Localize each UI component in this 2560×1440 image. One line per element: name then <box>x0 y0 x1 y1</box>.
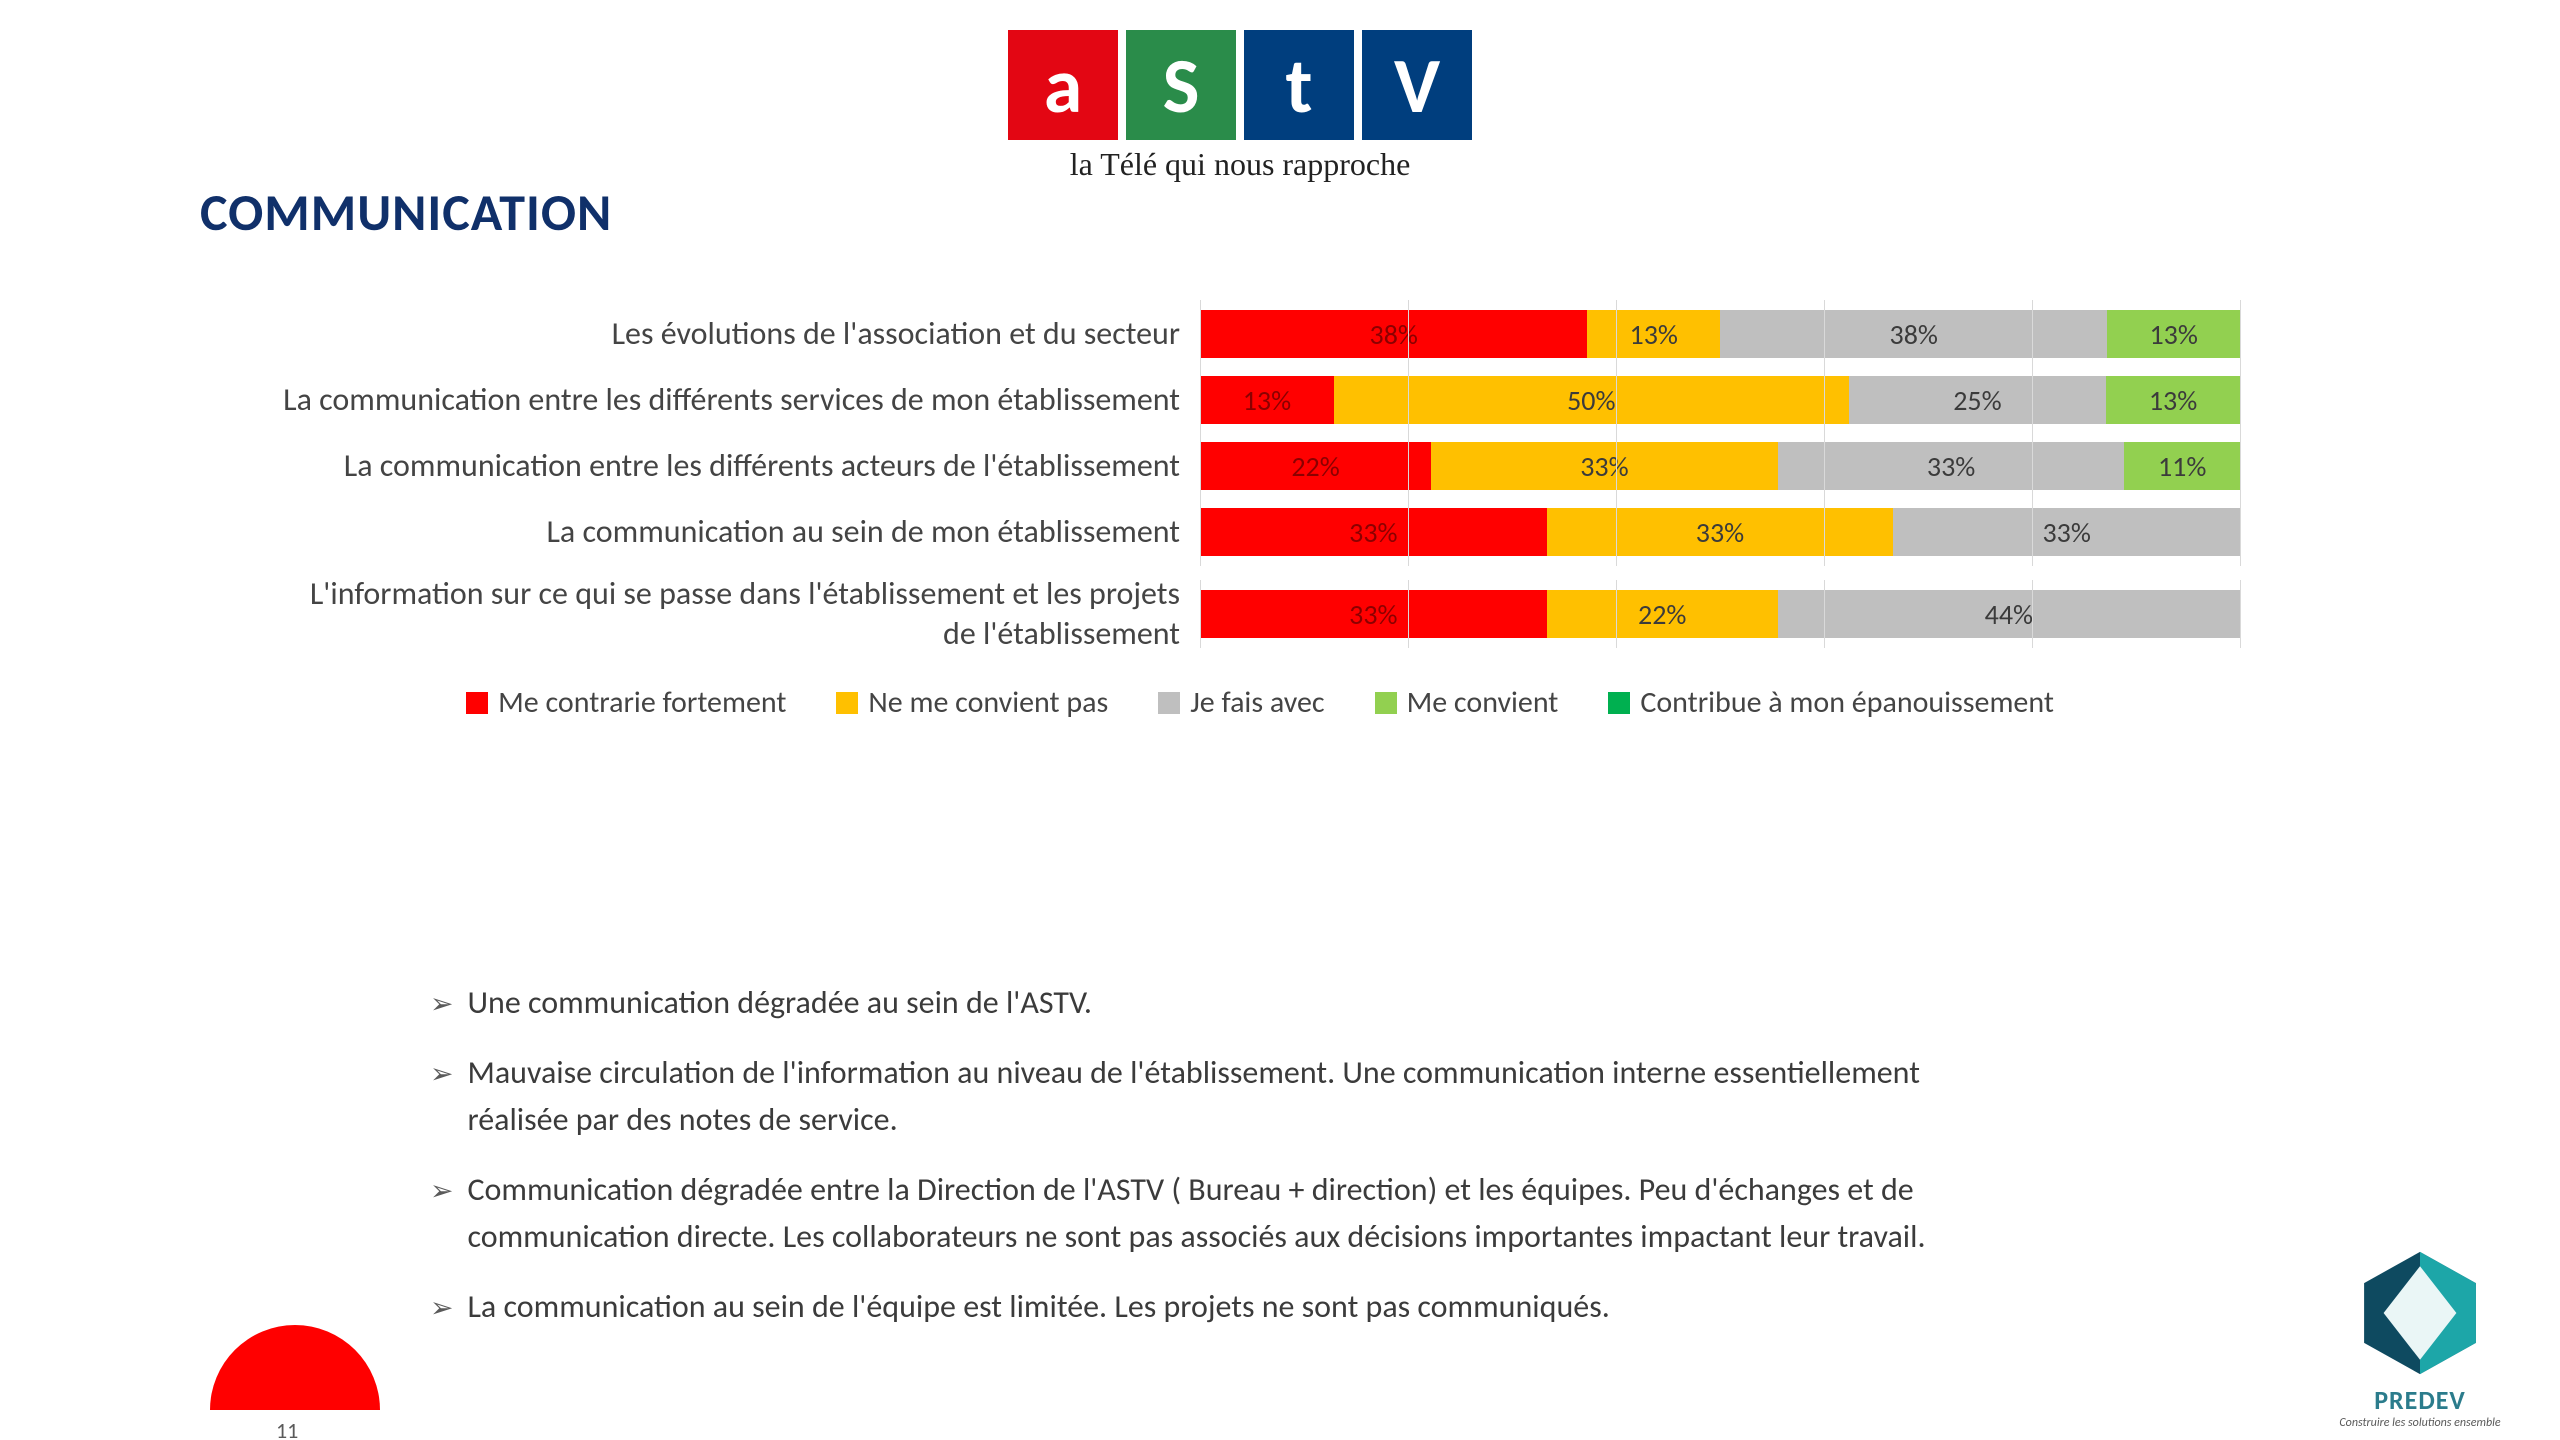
bullet-item: ➢Communication dégradée entre la Directi… <box>430 1167 1990 1260</box>
legend-label: Ne me convient pas <box>868 684 1108 721</box>
chart-row: L'information sur ce qui se passe dans l… <box>280 574 2240 654</box>
bar-track: 13%50%25%13% <box>1200 376 2240 424</box>
legend-label: Je fais avec <box>1190 684 1324 721</box>
chart-category-label: La communication au sein de mon établiss… <box>280 512 1200 552</box>
logo-letter: V <box>1362 30 1472 140</box>
slide: COMMUNICATION aStV la Télé qui nous rapp… <box>0 0 2560 1440</box>
legend-swatch <box>1158 692 1180 714</box>
bar-track: 33%33%33% <box>1200 508 2240 556</box>
legend-label: Contribue à mon épanouissement <box>1640 684 2054 721</box>
legend-swatch <box>836 692 858 714</box>
legend-label: Me contrarie fortement <box>498 684 786 721</box>
chart-row: La communication entre les différents ac… <box>280 442 2240 490</box>
legend-swatch <box>1375 692 1397 714</box>
bullet-text: Une communication dégradée au sein de l'… <box>467 980 1990 1026</box>
bar-track: 22%33%33%11% <box>1200 442 2240 490</box>
legend-item: Je fais avec <box>1158 684 1324 721</box>
logo-letter: S <box>1126 30 1236 140</box>
bullet-marker-icon: ➢ <box>430 1171 453 1260</box>
logo-astv: aStV la Télé qui nous rapproche <box>960 30 1520 183</box>
chart-category-label: L'information sur ce qui se passe dans l… <box>280 574 1200 654</box>
chart-row: La communication au sein de mon établiss… <box>280 508 2240 556</box>
chart-category-label: Les évolutions de l'association et du se… <box>280 314 1200 354</box>
logo-letter: a <box>1008 30 1118 140</box>
chart-row: La communication entre les différents se… <box>280 376 2240 424</box>
legend-label: Me convient <box>1407 684 1559 721</box>
chart-category-label: La communication entre les différents se… <box>280 380 1200 420</box>
legend-swatch <box>466 692 488 714</box>
legend-item: Contribue à mon épanouissement <box>1608 684 2054 721</box>
red-half-circle <box>210 1325 380 1410</box>
legend-item: Ne me convient pas <box>836 684 1108 721</box>
bullet-text: Mauvaise circulation de l'information au… <box>467 1050 1990 1143</box>
bullet-text: La communication au sein de l'équipe est… <box>467 1284 1990 1330</box>
chart-legend: Me contrarie fortement Ne me convient pas… <box>280 684 2240 721</box>
predev-subtitle: Construire les solutions ensemble <box>2320 1416 2520 1430</box>
communication-chart: Les évolutions de l'association et du se… <box>280 310 2240 721</box>
bullet-item: ➢Mauvaise circulation de l'information a… <box>430 1050 1990 1143</box>
chart-row: Les évolutions de l'association et du se… <box>280 310 2240 358</box>
logo-tagline: la Télé qui nous rapproche <box>960 146 1520 183</box>
bullet-marker-icon: ➢ <box>430 1054 453 1143</box>
logo-predev: PREDEV Construire les solutions ensemble <box>2320 1248 2520 1430</box>
bullet-marker-icon: ➢ <box>430 1288 453 1330</box>
bullet-text: Communication dégradée entre la Directio… <box>467 1167 1990 1260</box>
chart-category-label: La communication entre les différents ac… <box>280 446 1200 486</box>
predev-icon <box>2355 1248 2485 1378</box>
bullet-list: ➢ Une communication dégradée au sein de l… <box>430 980 1990 1354</box>
bullet-item: ➢ La communication au sein de l'équipe es… <box>430 1284 1990 1330</box>
legend-swatch <box>1608 692 1630 714</box>
page-number: 11 <box>276 1417 298 1440</box>
logo-letter: t <box>1244 30 1354 140</box>
legend-item: Me contrarie fortement <box>466 684 786 721</box>
bar-track: 38%13%38%13% <box>1200 310 2240 358</box>
bar-track: 33%22%44% <box>1200 590 2240 638</box>
legend-item: Me convient <box>1375 684 1559 721</box>
page-title: COMMUNICATION <box>200 180 612 244</box>
predev-name: PREDEV <box>2320 1384 2520 1416</box>
bullet-marker-icon: ➢ <box>430 984 453 1026</box>
bullet-item: ➢ Une communication dégradée au sein de l… <box>430 980 1990 1026</box>
